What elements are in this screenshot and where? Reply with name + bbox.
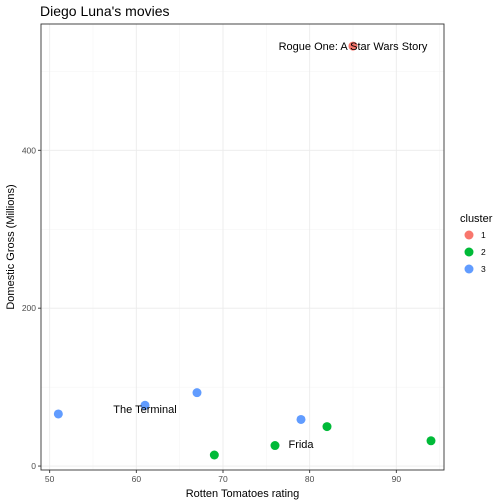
chart-title: Diego Luna's movies — [40, 3, 170, 19]
point-annotation: Rogue One: A Star Wars Story — [279, 41, 428, 53]
y-tick-label: 400 — [22, 145, 36, 155]
x-tick-label: 60 — [132, 474, 142, 484]
y-tick-label: 0 — [31, 461, 36, 471]
legend-key — [464, 264, 474, 274]
legend-title: cluster — [460, 213, 493, 225]
data-point — [209, 450, 219, 460]
legend-key — [464, 247, 474, 257]
x-tick-label: 70 — [218, 474, 228, 484]
data-point — [270, 441, 280, 451]
point-annotation: Frida — [288, 439, 314, 451]
data-points — [53, 41, 436, 460]
plot-panel — [40, 23, 445, 471]
point-annotations: Rogue One: A Star Wars Story The Terminal… — [113, 41, 428, 451]
legend: cluster 1 2 3 — [460, 213, 493, 274]
data-point — [426, 436, 436, 446]
legend-label: 1 — [481, 230, 486, 240]
y-axis-title: Domestic Gross (Millions) — [5, 184, 17, 309]
data-point — [140, 400, 150, 410]
data-point — [53, 409, 63, 419]
x-tick-label: 50 — [45, 474, 55, 484]
data-point — [296, 414, 306, 424]
x-tick-label: 90 — [392, 474, 402, 484]
legend-label: 3 — [481, 264, 486, 274]
x-tick-label: 80 — [305, 474, 315, 484]
grid-lines — [41, 24, 444, 470]
legend-label: 2 — [481, 247, 486, 257]
axis-ticks: 50 60 70 80 90 0 200 400 — [22, 145, 402, 484]
data-point — [322, 422, 332, 432]
data-point — [348, 41, 358, 51]
data-point — [192, 388, 202, 398]
legend-key — [464, 230, 474, 240]
x-axis-title: Rotten Tomatoes rating — [186, 488, 300, 500]
y-tick-label: 200 — [22, 303, 36, 313]
point-annotation: The Terminal — [113, 404, 176, 416]
